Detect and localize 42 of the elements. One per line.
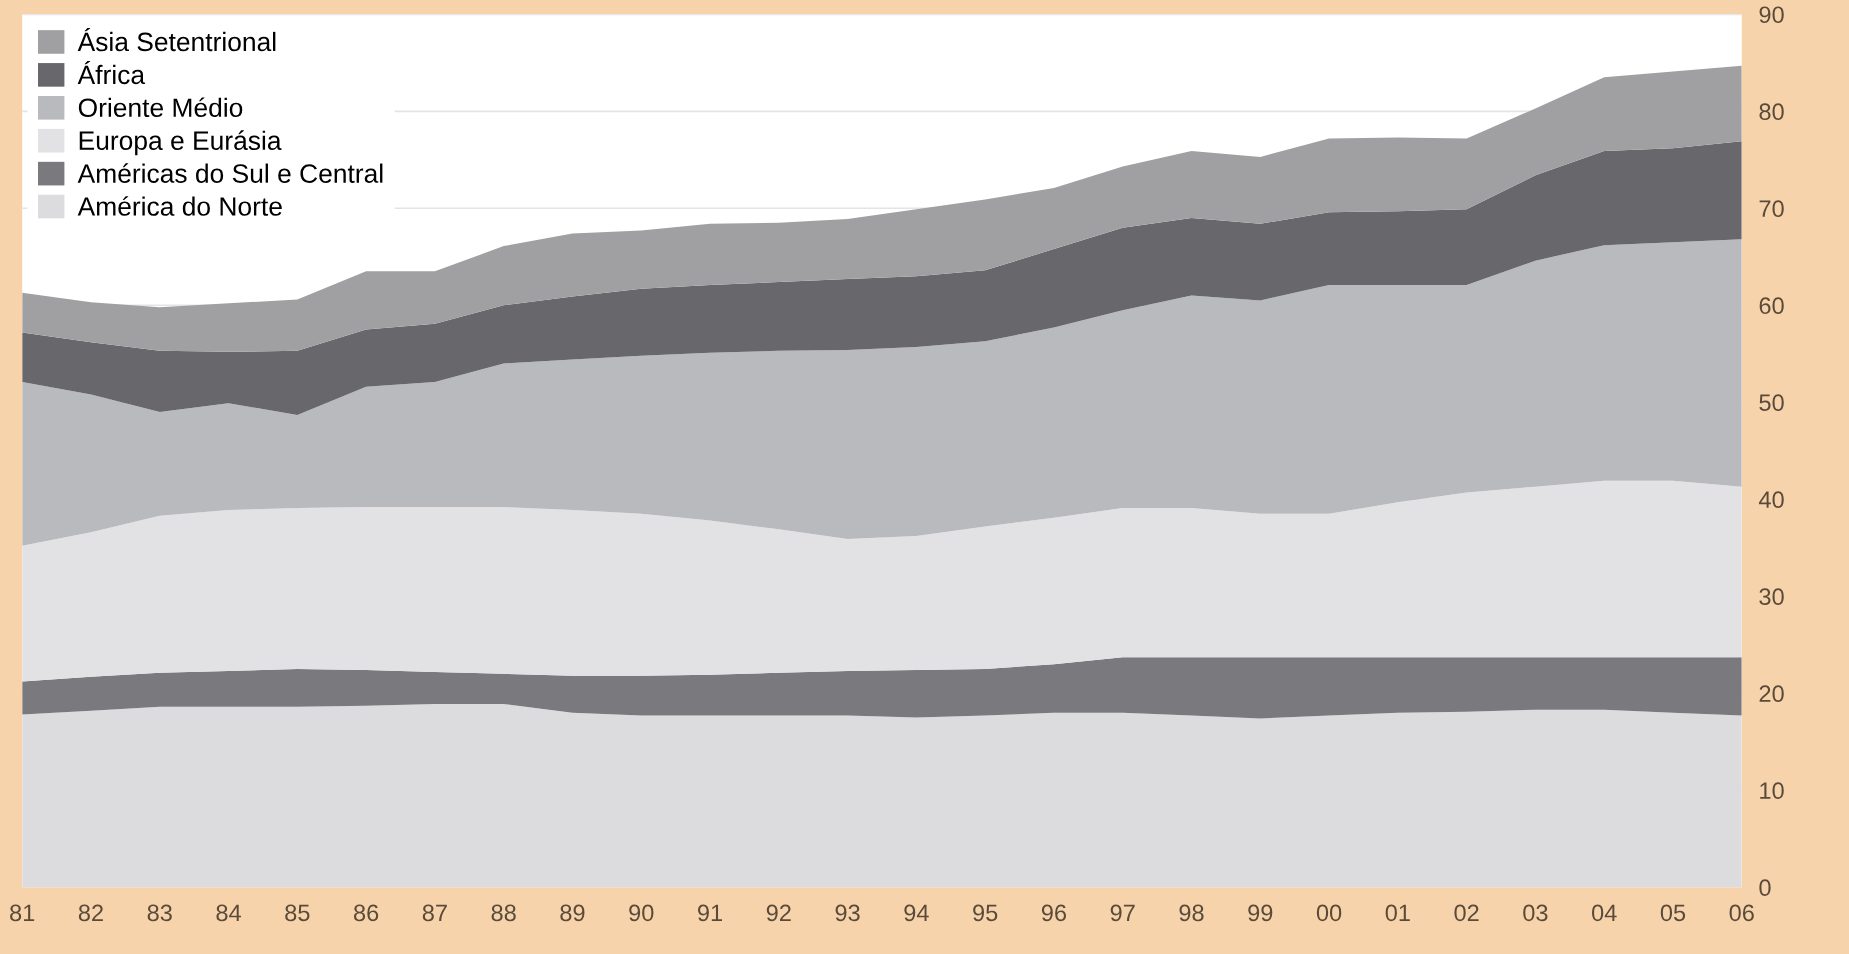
- x-tick-label: 94: [904, 904, 929, 922]
- legend-label: Europa e Eurásia: [79, 130, 282, 156]
- y-tick-label: 80: [1759, 103, 1784, 121]
- x-tick-label: 99: [1248, 904, 1273, 922]
- legend-label: Oriente Médio: [78, 97, 243, 118]
- x-tick-label: 98: [1179, 904, 1204, 922]
- x-tick-label: 06: [1729, 904, 1754, 922]
- y-tick-label: 30: [1759, 588, 1784, 606]
- y-tick-label: 70: [1759, 200, 1784, 218]
- y-tick-label: 10: [1760, 782, 1784, 800]
- x-tick-label: 84: [216, 904, 241, 922]
- x-tick-label: 00: [1316, 904, 1342, 922]
- x-tick-label: 05: [1660, 904, 1686, 922]
- x-tick-label: 83: [147, 904, 172, 922]
- x-tick-label: 90: [629, 904, 654, 922]
- x-tick-label: 81: [10, 904, 35, 922]
- x-tick-label: 92: [766, 904, 791, 922]
- x-tick-label: 02: [1454, 904, 1479, 922]
- x-tick-label: 85: [285, 904, 310, 922]
- y-tick-label: 50: [1759, 394, 1784, 412]
- x-tick-label: 87: [422, 904, 447, 922]
- legend-label: África: [77, 61, 146, 85]
- x-tick-label: 95: [973, 904, 998, 922]
- legend-label: Ásia Setentrional: [77, 28, 276, 52]
- x-tick-label: 01: [1385, 904, 1410, 922]
- x-tick-label: 86: [354, 904, 379, 922]
- legend-label: Américas do Sul e Central: [77, 163, 383, 183]
- x-tick-label: 88: [491, 904, 516, 922]
- y-tick-label: 40: [1758, 491, 1784, 509]
- x-tick-label: 97: [1110, 904, 1135, 922]
- x-tick-label: 04: [1591, 904, 1617, 922]
- x-tick-label: 93: [835, 904, 860, 922]
- y-tick-label: 90: [1759, 6, 1784, 24]
- x-tick-label: 03: [1523, 904, 1548, 922]
- x-tick-label: 96: [1041, 904, 1067, 922]
- x-tick-label: 82: [78, 904, 103, 922]
- legend-label: América do Norte: [77, 196, 282, 216]
- x-tick-label: 89: [560, 904, 585, 922]
- x-tick-label: 91: [697, 904, 722, 922]
- y-tick-label: 20: [1759, 685, 1784, 703]
- y-tick-label: 0: [1759, 879, 1771, 897]
- y-tick-label: 60: [1759, 297, 1784, 315]
